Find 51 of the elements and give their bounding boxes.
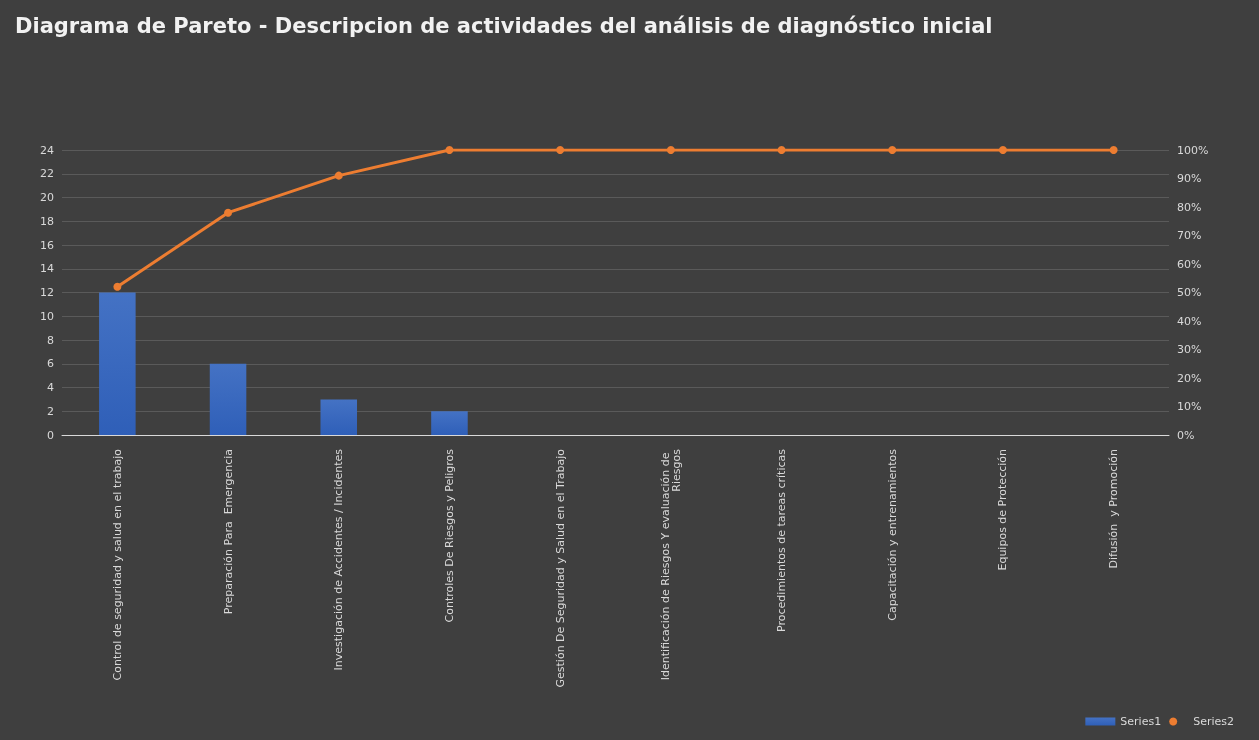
y-tick-label: 2 xyxy=(47,404,54,418)
y2-tick-label: 30% xyxy=(1177,343,1202,356)
y-tick-label: 4 xyxy=(47,381,54,394)
y-tick-label: 16 xyxy=(40,238,54,252)
bar xyxy=(320,399,358,435)
y2-tick-label: 0% xyxy=(1177,428,1195,442)
x-tick-label: Gestión De Seguridad y Salud en el Trabajo xyxy=(553,448,567,688)
y2-tick-label: 70% xyxy=(1177,229,1202,242)
x-tick-label: Controles De Riesgos y Peligros xyxy=(442,448,456,623)
x-tick-label: Preparación Para Emergencia xyxy=(221,449,235,615)
chart-title: Diagrama de Pareto - Descripcion de actividades del análisis de diagnóstico inicial xyxy=(15,13,993,38)
y-tick-label: 0 xyxy=(47,428,54,442)
x-tick-label: Equipos de Protección xyxy=(996,448,1010,571)
point xyxy=(1109,146,1118,154)
point xyxy=(334,171,343,180)
bar xyxy=(99,292,136,435)
x-tick-label: Investigación de Accidentes / Incidentes xyxy=(332,448,346,671)
point xyxy=(998,146,1007,154)
point xyxy=(888,146,897,154)
y2-tick-label: 50% xyxy=(1177,286,1202,299)
x-tick-label: Procedimientos de tareas críticas xyxy=(775,448,789,632)
point xyxy=(113,282,122,291)
y-tick-label: 8 xyxy=(47,333,54,347)
point xyxy=(224,208,233,217)
y-tick-label: 10 xyxy=(40,309,54,323)
x-tick-label: Capacitación y entrenamientos xyxy=(885,448,899,621)
x-tick-label: Difusión y Promoción xyxy=(1107,448,1121,569)
y2-tick-label: 60% xyxy=(1177,257,1202,271)
legend-label: Series1 xyxy=(1120,715,1162,728)
y2-tick-label: 90% xyxy=(1177,172,1202,185)
point xyxy=(445,146,454,154)
y-tick-label: 20 xyxy=(40,191,54,204)
bar xyxy=(209,363,247,435)
point xyxy=(556,146,565,154)
y2-tick-label: 100% xyxy=(1177,143,1209,157)
point xyxy=(777,146,786,154)
y-tick-label: 12 xyxy=(40,286,54,299)
y-tick-label: 22 xyxy=(40,167,54,181)
x-tick-label: Control de seguridad y salud en el trabajo xyxy=(110,448,124,681)
x-tick-label: Identificación de Riesgos Y evaluación de Riesgos xyxy=(658,448,683,681)
legend-label: Series2 xyxy=(1193,715,1234,728)
y2-tick-label: 20% xyxy=(1177,371,1202,385)
y-tick-label: 24 xyxy=(40,143,54,157)
bar xyxy=(431,411,468,435)
point xyxy=(666,146,675,154)
y-tick-label: 14 xyxy=(40,262,54,276)
y2-tick-label: 40% xyxy=(1177,314,1202,328)
y-tick-label: 6 xyxy=(47,357,54,371)
y2-tick-label: 10% xyxy=(1177,400,1202,413)
y-tick-label: 18 xyxy=(40,214,54,228)
y2-tick-label: 80% xyxy=(1177,200,1202,214)
